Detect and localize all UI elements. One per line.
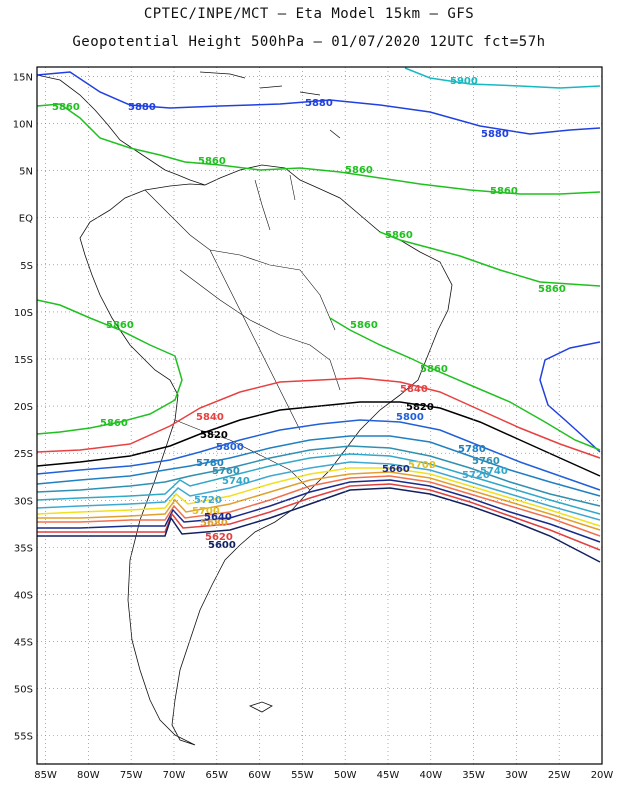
contour-5780-line xyxy=(36,435,601,497)
contour-label-5860-a: 5860 xyxy=(52,102,80,113)
contour-label-5700-a: 5700 xyxy=(408,460,436,471)
contour-label-5780-a: 5780 xyxy=(458,444,486,455)
lat-tick-label: 15N xyxy=(13,72,33,83)
contour-5900-line xyxy=(404,67,601,89)
contour-label-5780-b: 5780 xyxy=(196,458,224,469)
contour-label-5840-b: 5840 xyxy=(196,412,224,423)
contour-5760-line xyxy=(36,445,601,507)
contour-5860-line-brazil xyxy=(379,231,601,287)
contour-label-5900: 5900 xyxy=(450,76,478,87)
contour-5600-line xyxy=(37,487,601,563)
contour-label-5640: 5640 xyxy=(204,512,232,523)
lon-tick-label: 20W xyxy=(591,770,614,781)
contour-label-5680: 5680 xyxy=(200,518,228,529)
contour-label-5860-j: 5860 xyxy=(100,418,128,429)
contour-label-5720-b: 5720 xyxy=(194,495,222,506)
lat-tick-label: 35S xyxy=(14,543,33,554)
lat-tick-label: 5N xyxy=(19,167,33,178)
lon-tick-label: 55W xyxy=(291,770,314,781)
falkland-islands xyxy=(248,701,273,713)
contour-label-5720-a: 5720 xyxy=(462,470,490,481)
contour-label-5820-b: 5820 xyxy=(200,430,228,441)
lat-tick-label: 10N xyxy=(13,120,33,131)
tick-labels: 15N 10N 5N EQ 5S 10S 15S 20S 25S 30S 35S 40S 45S 50S 5… xyxy=(13,72,614,781)
lon-tick-label: 85W xyxy=(34,770,57,781)
contour-labels: 5900 5880 5880 5880 5860 5860 5860 5860 … xyxy=(52,76,566,551)
graticule-grid xyxy=(37,67,603,764)
lon-tick-label: 80W xyxy=(77,770,100,781)
contour-5860-line-loop xyxy=(329,317,601,451)
contour-label-5820-a: 5820 xyxy=(406,402,434,413)
contour-label-5860-e: 5860 xyxy=(385,230,413,241)
contour-label-5800-b: 5800 xyxy=(216,442,244,453)
lat-tick-label: 50S xyxy=(14,685,33,696)
lon-tick-label: 75W xyxy=(120,770,143,781)
lat-tick-label: 55S xyxy=(14,732,33,743)
contour-label-5860-h: 5860 xyxy=(350,320,378,331)
contour-5740-line xyxy=(36,453,601,515)
title-line-1: CPTEC/INPE/MCT – Eta Model 15km – GFS xyxy=(143,6,475,22)
title-line-2: Geopotential Height 500hPa – 01/07/2020 … xyxy=(72,34,546,50)
south-america-coast xyxy=(79,164,453,746)
lat-tick-label: 15S xyxy=(14,355,33,366)
lon-tick-label: 45W xyxy=(377,770,400,781)
lat-tick-label: 40S xyxy=(14,590,33,601)
contour-5860-line-north xyxy=(36,103,601,195)
lon-tick-label: 50W xyxy=(334,770,357,781)
contour-label-5860-i: 5860 xyxy=(420,364,448,375)
contour-5860-line-south xyxy=(36,299,183,435)
map-frame xyxy=(36,66,603,765)
contour-label-5860-d: 5860 xyxy=(490,186,518,197)
lat-tick-label: 45S xyxy=(14,638,33,649)
contour-label-5800-a: 5800 xyxy=(396,412,424,423)
land-outlines xyxy=(36,71,453,746)
country-borders xyxy=(144,174,341,491)
contour-label-5840-a: 5840 xyxy=(400,384,428,395)
lat-tick-label: 25S xyxy=(14,449,33,460)
contour-5800-line xyxy=(36,419,601,491)
contour-5640-line xyxy=(37,479,601,543)
contour-label-5620: 5620 xyxy=(205,532,233,543)
lon-tick-label: 25W xyxy=(548,770,571,781)
contour-5840-line xyxy=(36,377,601,459)
contour-label-5860-f: 5860 xyxy=(538,284,566,295)
contour-5700-line xyxy=(36,467,601,527)
lon-tick-label: 60W xyxy=(248,770,271,781)
contour-label-5700-b: 5700 xyxy=(192,506,220,517)
lat-tick-label: EQ xyxy=(19,214,33,225)
central-america-coast xyxy=(36,74,206,186)
contour-5880-line-north xyxy=(36,71,601,135)
contour-label-5600: 5600 xyxy=(208,540,236,551)
contour-5820-line xyxy=(36,401,601,477)
lon-tick-label: 70W xyxy=(163,770,186,781)
lat-tick-label: 20S xyxy=(14,402,33,413)
lat-tick-label: 30S xyxy=(14,496,33,507)
lon-tick-label: 40W xyxy=(419,770,442,781)
contour-label-5880-a: 5880 xyxy=(128,102,156,113)
lat-tick-label: 10S xyxy=(14,308,33,319)
contour-5720-line xyxy=(36,461,601,521)
contour-label-5740-a: 5740 xyxy=(480,466,508,477)
contour-label-5860-c: 5860 xyxy=(345,165,373,176)
caribbean-islands xyxy=(199,71,341,139)
contour-label-5880-b: 5880 xyxy=(305,98,333,109)
contour-label-5880-c: 5880 xyxy=(481,129,509,140)
lon-tick-label: 65W xyxy=(205,770,228,781)
contour-label-5760-b: 5760 xyxy=(212,466,240,477)
contour-5680-line xyxy=(37,471,601,531)
contour-5620-line xyxy=(37,483,601,551)
contour-5880-line-east xyxy=(539,341,601,453)
lon-tick-label: 35W xyxy=(462,770,485,781)
lat-tick-label: 5S xyxy=(20,261,33,272)
contour-label-5860-g: 5860 xyxy=(106,320,134,331)
contour-lines xyxy=(36,67,601,563)
contour-label-5760-a: 5760 xyxy=(472,456,500,467)
contour-label-5660: 5660 xyxy=(382,464,410,475)
contour-label-5740-b: 5740 xyxy=(222,476,250,487)
contour-label-5860-b: 5860 xyxy=(198,156,226,167)
lon-tick-label: 30W xyxy=(505,770,528,781)
